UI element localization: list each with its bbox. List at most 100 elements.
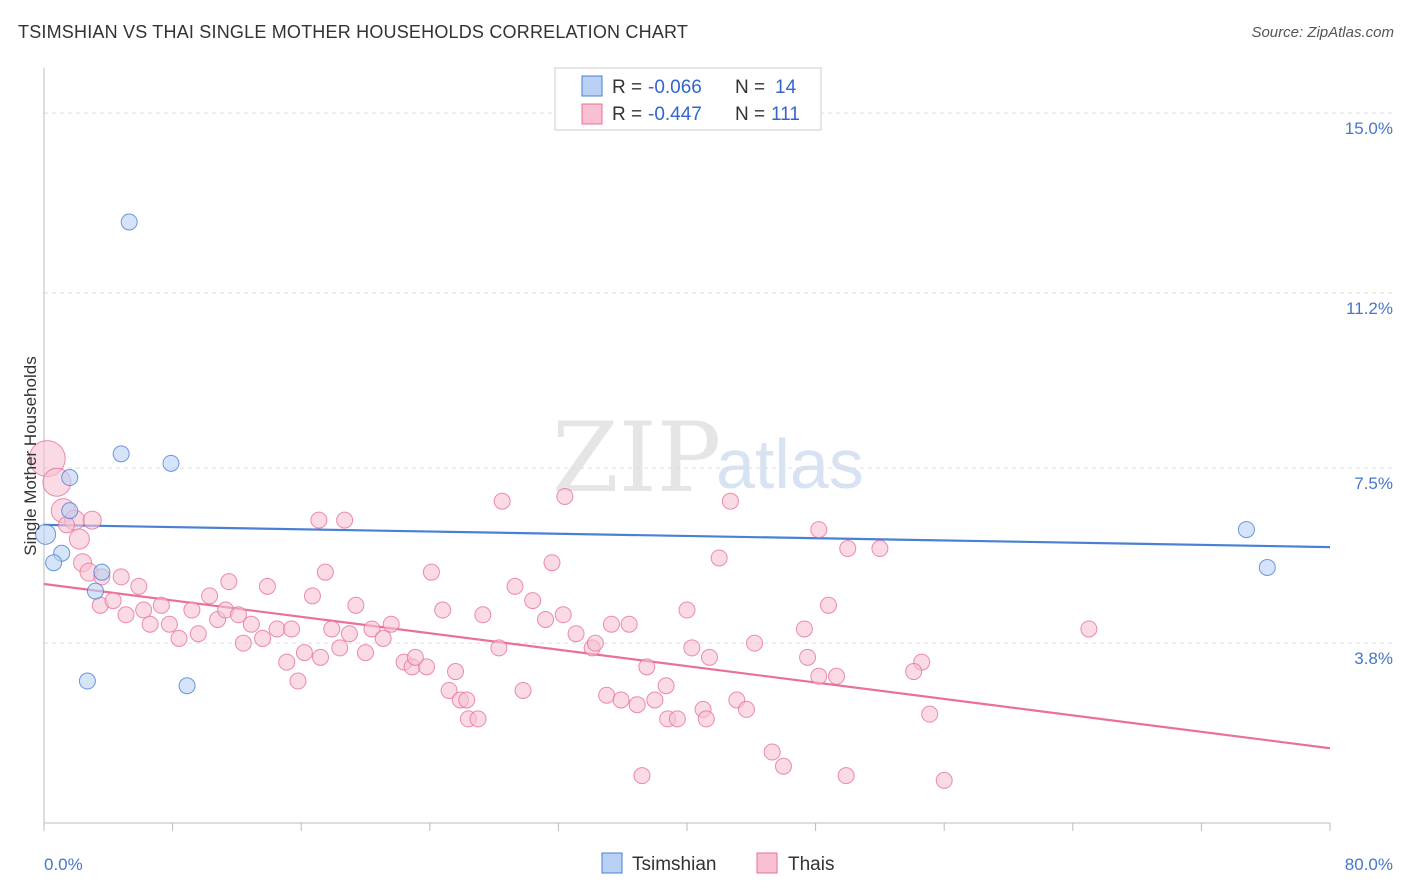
point-thais-63 bbox=[493, 492, 511, 510]
bottom-swatch-tsimshian bbox=[601, 852, 623, 874]
point-thais-110 bbox=[810, 667, 828, 685]
y-tick-label-1: 7.5% bbox=[1354, 474, 1393, 493]
point-tsimshian-8 bbox=[178, 677, 196, 695]
point-thais-32 bbox=[278, 653, 296, 671]
point-thais-107 bbox=[921, 705, 939, 723]
point-thais-52 bbox=[406, 648, 424, 666]
point-tsimshian-2 bbox=[45, 554, 63, 572]
point-thais-106 bbox=[905, 663, 923, 681]
point-thais-54 bbox=[434, 601, 452, 619]
point-tsimshian-5 bbox=[93, 563, 111, 581]
y-tick-label-3: 15.0% bbox=[1345, 119, 1393, 138]
point-thais-64 bbox=[506, 577, 524, 595]
y-axis-label: Single Mother Households bbox=[21, 356, 40, 555]
point-tsimshian-9 bbox=[112, 445, 130, 463]
trend-line-thais bbox=[43, 582, 1331, 750]
point-thais-39 bbox=[323, 620, 341, 638]
point-thais-68 bbox=[543, 554, 561, 572]
point-thais-80 bbox=[633, 767, 651, 785]
point-thais-53 bbox=[422, 563, 440, 581]
point-thais-58 bbox=[458, 691, 476, 709]
point-thais-30 bbox=[258, 577, 276, 595]
point-thais-79 bbox=[638, 658, 656, 676]
point-thais-15 bbox=[135, 601, 153, 619]
point-thais-102 bbox=[837, 767, 855, 785]
point-thais-14 bbox=[117, 606, 135, 624]
point-thais-71 bbox=[567, 625, 585, 643]
point-thais-27 bbox=[234, 634, 252, 652]
legend-n-label-1: N = bbox=[735, 77, 765, 98]
point-thais-51 bbox=[418, 658, 436, 676]
chart-title: TSIMSHIAN VS THAI SINGLE MOTHER HOUSEHOL… bbox=[18, 22, 689, 42]
point-thais-48 bbox=[382, 615, 400, 633]
point-thais-88 bbox=[683, 639, 701, 657]
point-thais-108 bbox=[1080, 620, 1098, 638]
point-tsimshian-11 bbox=[120, 213, 138, 231]
point-thais-98 bbox=[810, 521, 828, 539]
legend-swatch-thais bbox=[581, 103, 603, 125]
point-thais-38 bbox=[316, 563, 334, 581]
point-thais-33 bbox=[283, 620, 301, 638]
point-thais-6 bbox=[82, 510, 102, 530]
point-thais-78 bbox=[628, 696, 646, 714]
point-thais-17 bbox=[141, 615, 159, 633]
point-thais-85 bbox=[678, 601, 696, 619]
y-tick-label-2: 11.2% bbox=[1346, 299, 1393, 318]
point-thais-93 bbox=[737, 700, 755, 718]
point-tsimshian-12 bbox=[1237, 521, 1255, 539]
point-thais-13 bbox=[104, 592, 122, 610]
point-thais-34 bbox=[289, 672, 307, 690]
point-thais-42 bbox=[310, 511, 328, 529]
point-thais-97 bbox=[795, 620, 813, 638]
series-legend: Tsimshian Thais bbox=[601, 852, 834, 875]
point-thais-40 bbox=[331, 639, 349, 657]
point-thais-60 bbox=[447, 663, 465, 681]
point-thais-46 bbox=[363, 620, 381, 638]
point-thais-75 bbox=[602, 615, 620, 633]
y-tick-label-0: 3.8% bbox=[1354, 649, 1393, 668]
point-thais-47 bbox=[374, 629, 392, 647]
point-tsimshian-4 bbox=[61, 502, 79, 520]
bottom-legend-thais: Thais bbox=[788, 854, 834, 875]
point-thais-4 bbox=[68, 528, 90, 550]
point-thais-10 bbox=[112, 568, 130, 586]
point-thais-89 bbox=[701, 648, 719, 666]
point-thais-25 bbox=[220, 573, 238, 591]
bottom-legend-tsimshian: Tsimshian bbox=[632, 854, 716, 875]
point-thais-41 bbox=[340, 625, 358, 643]
watermark-zip: ZIP bbox=[552, 402, 721, 514]
point-thais-19 bbox=[170, 629, 188, 647]
point-thais-44 bbox=[347, 596, 365, 614]
point-thais-26 bbox=[230, 606, 248, 624]
x-tick-label-0: 0.0% bbox=[44, 855, 83, 874]
point-thais-73 bbox=[586, 634, 604, 652]
point-thais-11 bbox=[130, 577, 148, 595]
legend-r-value-1: -0.066 bbox=[648, 77, 702, 98]
point-tsimshian-7 bbox=[78, 672, 96, 690]
point-thais-21 bbox=[189, 625, 207, 643]
legend-n-value-2: 111 bbox=[771, 104, 800, 125]
point-thais-84 bbox=[668, 710, 686, 728]
point-thais-81 bbox=[657, 677, 675, 695]
point-thais-43 bbox=[336, 511, 354, 529]
legend-r-label-1: R = bbox=[612, 77, 642, 98]
point-thais-37 bbox=[311, 648, 329, 666]
point-thais-5 bbox=[58, 516, 76, 534]
point-thais-77 bbox=[620, 615, 638, 633]
point-thais-20 bbox=[183, 601, 201, 619]
point-thais-28 bbox=[242, 615, 260, 633]
point-tsimshian-10 bbox=[162, 454, 180, 472]
point-thais-62 bbox=[490, 639, 508, 657]
point-thais-82 bbox=[646, 691, 664, 709]
point-thais-18 bbox=[160, 615, 178, 633]
point-thais-104 bbox=[871, 540, 889, 558]
point-thais-95 bbox=[763, 743, 781, 761]
point-thais-22 bbox=[201, 587, 219, 605]
point-thais-61 bbox=[474, 606, 492, 624]
legend-n-label-2: N = bbox=[735, 104, 765, 125]
point-thais-101 bbox=[827, 667, 845, 685]
y-tick-labels: 3.8% 7.5% 11.2% 15.0% bbox=[1345, 119, 1393, 668]
point-thais-55 bbox=[440, 681, 458, 699]
point-thais-103 bbox=[839, 540, 857, 558]
point-thais-70 bbox=[556, 487, 574, 505]
